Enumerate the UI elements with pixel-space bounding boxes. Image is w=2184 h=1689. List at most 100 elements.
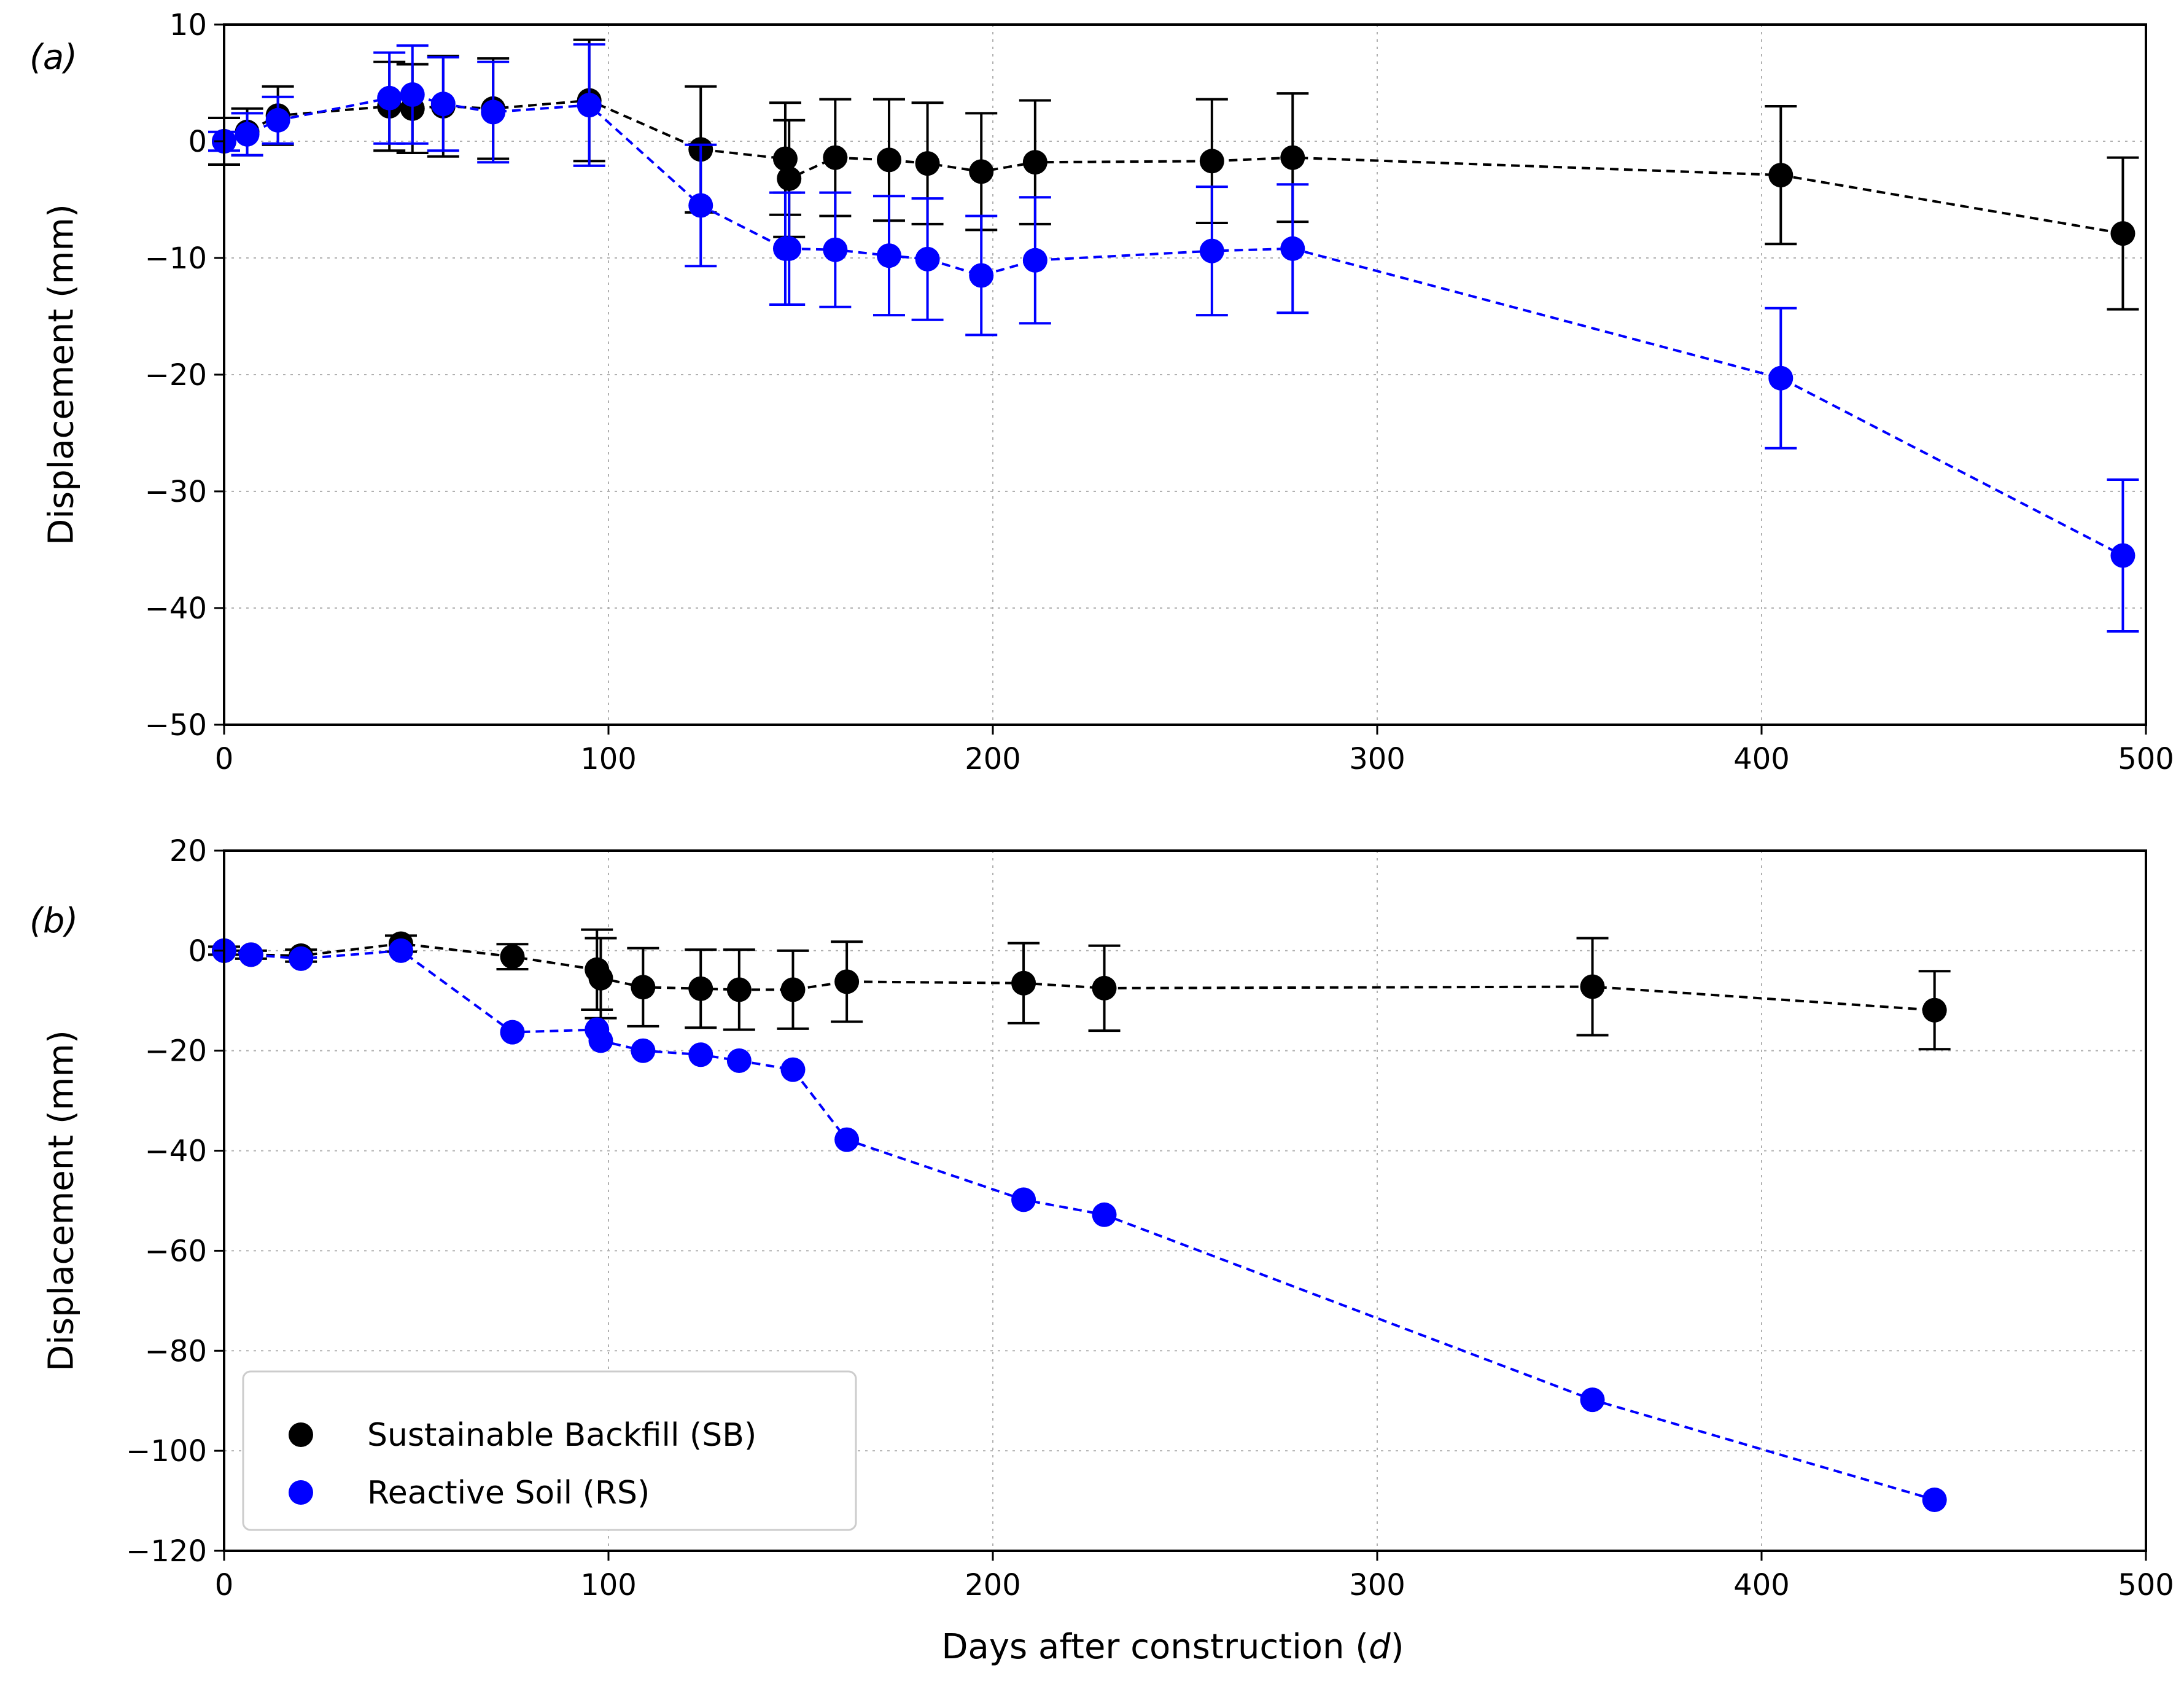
y-tick-label: −100 bbox=[126, 1434, 207, 1469]
data-point-sb bbox=[823, 145, 848, 170]
y-tick-label: 10 bbox=[169, 8, 207, 42]
x-tick-label: 100 bbox=[580, 742, 637, 776]
data-point-rs bbox=[1768, 365, 1793, 391]
x-tick-label: 100 bbox=[580, 1568, 637, 1602]
panel-a-ylabel: Displacement (mm) bbox=[42, 204, 82, 545]
panel-b-frame bbox=[223, 849, 2147, 1552]
data-point-rs bbox=[588, 1028, 613, 1053]
data-point-rs bbox=[1922, 1487, 1947, 1512]
y-tick-label: −50 bbox=[145, 708, 207, 743]
legend: Sustainable Backfill (SB) Reactive Soil … bbox=[242, 1370, 857, 1531]
data-point-sb bbox=[500, 944, 525, 969]
data-point-rs bbox=[876, 243, 901, 268]
data-point-rs bbox=[823, 237, 848, 262]
x-axis-label: Days after construction (d) bbox=[941, 1627, 1404, 1667]
data-point-sb bbox=[726, 977, 752, 1002]
data-point-sb bbox=[777, 166, 802, 191]
data-point-sb bbox=[1022, 150, 1047, 175]
data-point-sb bbox=[1922, 997, 1947, 1023]
x-tick-label: 400 bbox=[1733, 742, 1790, 776]
data-point-rs bbox=[834, 1127, 860, 1152]
data-point-rs bbox=[631, 1038, 656, 1063]
x-tick-label: 500 bbox=[2118, 1568, 2174, 1602]
x-tick-label: 500 bbox=[2118, 742, 2174, 776]
data-point-rs bbox=[726, 1048, 752, 1073]
data-point-rs bbox=[430, 92, 456, 117]
series-rs-panel-b bbox=[212, 938, 1947, 1512]
y-tick-label: −20 bbox=[145, 1034, 207, 1069]
x-tick-label: 300 bbox=[1349, 742, 1405, 776]
y-tick-label: −120 bbox=[126, 1534, 207, 1569]
y-tick-label: −40 bbox=[145, 1134, 207, 1169]
x-tick-label: 200 bbox=[965, 742, 1021, 776]
y-tick-label: 0 bbox=[188, 125, 207, 159]
data-point-rs bbox=[969, 263, 994, 288]
data-point-rs bbox=[780, 1057, 806, 1082]
data-point-rs bbox=[915, 246, 940, 271]
data-point-sb bbox=[780, 977, 806, 1002]
data-point-sb bbox=[1011, 970, 1036, 996]
data-point-sb bbox=[631, 975, 656, 1000]
data-point-sb bbox=[1199, 149, 1224, 174]
legend-marker-rs bbox=[289, 1480, 313, 1505]
x-tick-label: 200 bbox=[965, 1568, 1021, 1602]
data-point-rs bbox=[500, 1020, 525, 1045]
data-point-rs bbox=[1199, 238, 1224, 263]
data-point-sb bbox=[915, 151, 940, 176]
series-rs-panel-a bbox=[208, 43, 2139, 633]
data-point-rs bbox=[289, 946, 314, 971]
x-tick-label: 400 bbox=[1733, 1568, 1790, 1602]
data-point-rs bbox=[388, 938, 413, 963]
data-point-rs bbox=[777, 236, 802, 261]
data-point-rs bbox=[577, 93, 602, 118]
series-line-sb bbox=[223, 942, 1935, 1012]
data-point-sb bbox=[876, 147, 901, 173]
x-tick-label: 300 bbox=[1349, 1568, 1405, 1602]
data-point-rs bbox=[688, 193, 713, 218]
data-point-sb bbox=[2110, 221, 2135, 246]
data-point-rs bbox=[400, 82, 425, 107]
legend-marker-sb bbox=[289, 1422, 313, 1447]
data-point-sb bbox=[688, 976, 713, 1001]
y-tick-label: −80 bbox=[145, 1334, 207, 1368]
y-tick-label: 20 bbox=[169, 834, 207, 868]
data-point-rs bbox=[1580, 1387, 1605, 1413]
data-point-rs bbox=[1092, 1202, 1117, 1227]
series-line-rs bbox=[223, 93, 2124, 557]
data-point-sb bbox=[1580, 974, 1605, 999]
x-tick-label: 0 bbox=[215, 1568, 234, 1602]
data-point-sb bbox=[588, 965, 613, 991]
series-sb-panel-b bbox=[208, 928, 1951, 1051]
y-tick-label: −10 bbox=[145, 241, 207, 276]
data-point-sb bbox=[1092, 975, 1117, 1001]
series-sb-panel-a bbox=[208, 38, 2139, 311]
series-line-rs bbox=[223, 949, 1935, 1501]
y-tick-label: −20 bbox=[145, 358, 207, 392]
y-tick-label: −60 bbox=[145, 1234, 207, 1268]
y-tick-label: −30 bbox=[145, 475, 207, 509]
data-point-sb bbox=[834, 969, 860, 994]
data-point-rs bbox=[1011, 1187, 1036, 1212]
y-tick-label: 0 bbox=[188, 934, 207, 969]
data-point-rs bbox=[1280, 236, 1305, 261]
y-tick-label: −40 bbox=[145, 591, 207, 626]
data-point-rs bbox=[265, 107, 290, 133]
data-point-rs bbox=[1022, 248, 1047, 273]
data-point-rs bbox=[2110, 543, 2135, 568]
data-point-sb bbox=[969, 159, 994, 184]
data-point-sb bbox=[772, 146, 798, 171]
legend-label-sb: Sustainable Backfill (SB) bbox=[367, 1417, 756, 1454]
data-point-sb bbox=[1768, 163, 1793, 188]
legend-label-rs: Reactive Soil (RS) bbox=[367, 1475, 650, 1512]
panel-a-tag: (a) bbox=[29, 37, 77, 77]
data-point-rs bbox=[481, 99, 506, 125]
panel-b-ylabel: Displacement (mm) bbox=[42, 1030, 82, 1371]
series-line-sb bbox=[223, 99, 2123, 235]
data-point-rs bbox=[377, 85, 402, 111]
x-tick-label: 0 bbox=[215, 742, 234, 776]
panel-b-plot: 0 100 200 300 400 500200−20−40−60−80−100−120 … bbox=[29, 834, 2174, 1602]
data-point-sb bbox=[1280, 145, 1305, 170]
data-point-rs bbox=[235, 122, 260, 147]
